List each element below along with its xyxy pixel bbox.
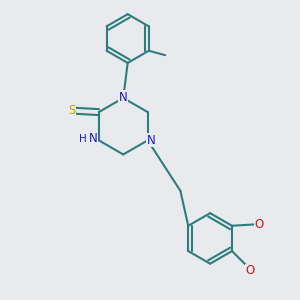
Text: O: O xyxy=(255,218,264,231)
Text: H: H xyxy=(79,134,86,144)
Text: N: N xyxy=(119,91,128,104)
Text: N: N xyxy=(89,132,98,146)
Text: N: N xyxy=(147,134,156,147)
Text: O: O xyxy=(245,265,254,278)
Text: S: S xyxy=(68,104,75,117)
